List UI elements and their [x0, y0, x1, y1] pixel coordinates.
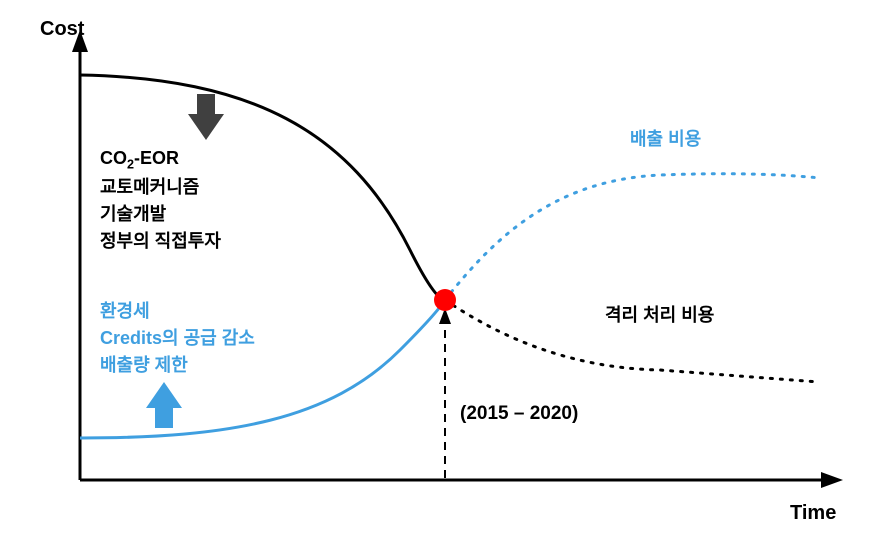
black-down-arrow-icon: [188, 94, 224, 140]
y-axis-label: Cost: [40, 18, 84, 41]
black-factors-label: CO2-EOR 교토메커니즘 기술개발 정부의 직접투자: [100, 145, 221, 255]
figure-canvas: Cost Time CO2-EOR 교토메커니즘 기술개발 정부의 직접투자 환…: [0, 0, 872, 554]
blue-up-arrow-icon: [146, 382, 182, 428]
x-axis-arrowhead: [821, 472, 843, 488]
intersection-dot: [434, 289, 456, 311]
x-axis-label: Time: [790, 502, 836, 525]
black-factors-line-3: 기술개발: [100, 201, 221, 228]
blue-factors-line-1: 환경세: [100, 298, 255, 325]
curve-blue-dotted: [445, 174, 820, 300]
black-factors-line-1: CO2-EOR: [100, 145, 221, 174]
emission-cost-label: 배출 비용: [630, 126, 701, 153]
blue-factors-line-2: Credits의 공급 감소: [100, 325, 255, 352]
black-factors-line-4: 정부의 직접투자: [100, 228, 221, 255]
chart-svg: [0, 0, 872, 554]
black-factors-line-2: 교토메커니즘: [100, 174, 221, 201]
year-range-label: (2015 – 2020): [460, 400, 578, 429]
blue-factors-line-3: 배출량 제한: [100, 352, 255, 379]
blue-factors-label: 환경세 Credits의 공급 감소 배출량 제한: [100, 298, 255, 379]
isolation-cost-label: 격리 처리 비용: [605, 302, 714, 329]
